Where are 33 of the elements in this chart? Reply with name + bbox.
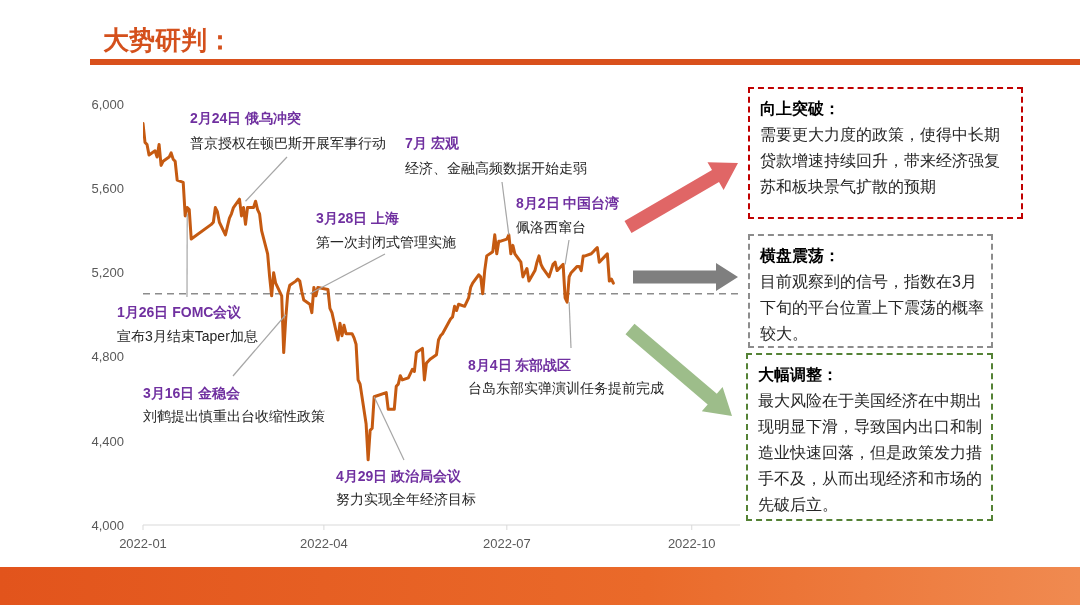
x-tick-label: 2022-10: [667, 536, 716, 552]
annotation: 7月 宏观: [405, 134, 459, 153]
annotation: 刘鹤提出慎重出台收缩性政策: [143, 407, 325, 426]
y-tick-label: 4,800: [91, 349, 124, 365]
annotation: 4月29日 政治局会议: [336, 467, 462, 486]
annotation: 第一次封闭式管理实施: [316, 233, 456, 252]
annotation: 8月2日 中国台湾: [516, 194, 620, 213]
chart-title: 大势研判：: [103, 24, 233, 57]
y-tick-label: 6,000: [91, 97, 124, 113]
x-tick-label: 2022-01: [119, 536, 167, 552]
annotation: 佩洛西窜台: [516, 218, 586, 237]
annotation: 2月24日 俄乌冲突: [190, 109, 302, 128]
annotation: 3月16日 金稳会: [143, 384, 241, 403]
annotation: 经济、金融高频数据开始走弱: [405, 159, 587, 178]
annotation: 1月26日 FOMC会议: [117, 303, 242, 322]
annotation: 3月28日 上海: [316, 209, 400, 228]
y-tick-label: 4,000: [91, 517, 124, 533]
text: 目前观察到的信号，指数在3月下旬的平台位置上下震荡的概率较大。: [760, 272, 985, 344]
annotation: 宣布3月结束Taper加息: [117, 327, 258, 346]
annotation: 普京授权在顿巴斯开展军事行动: [190, 134, 386, 153]
annotation: 台岛东部实弹演训任务提前完成: [468, 379, 664, 398]
text: 最大风险在于美国经济在中期出现明显下滑，导致国内出口和制造业快速回落，但是政策发力措手不及，从而出现经济和市场的先破后立。: [758, 391, 983, 515]
text: 大幅调整：: [758, 366, 838, 383]
x-tick-label: 2022-04: [300, 536, 348, 552]
annotation: 8月4日 东部战区: [468, 356, 572, 375]
text: 横盘震荡：: [760, 247, 840, 264]
text: 需要更大力度的政策，使得中长期贷款增速持续回升，带来经济强复苏和板块景气扩散的预期: [760, 125, 1001, 197]
annotation: 努力实现全年经济目标: [336, 490, 476, 509]
y-tick-label: 5,200: [91, 265, 124, 281]
x-tick-label: 2022-07: [482, 536, 531, 552]
y-tick-label: 4,400: [91, 433, 124, 449]
y-tick-label: 5,600: [91, 181, 124, 197]
text: 向上突破：: [760, 100, 840, 117]
